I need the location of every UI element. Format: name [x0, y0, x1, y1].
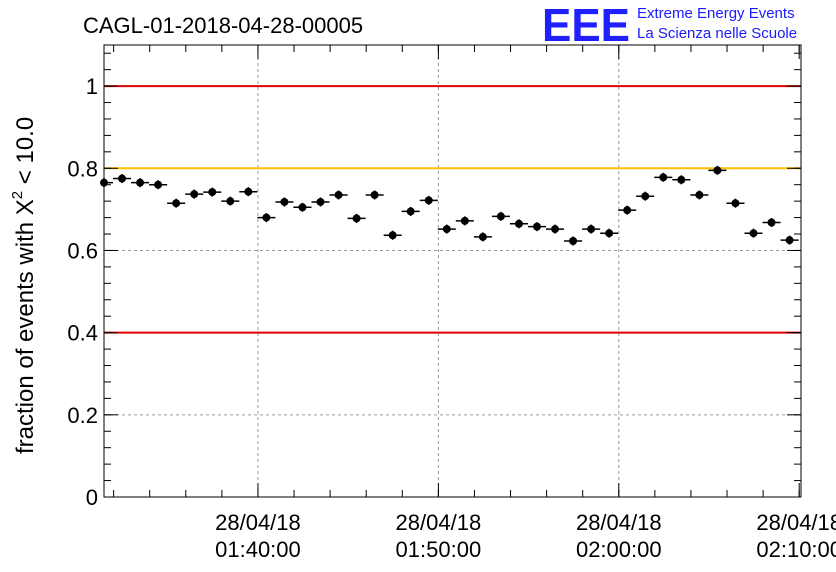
x-tick-time-label: 02:00:00 [576, 537, 662, 562]
logo-line-1: Extreme Energy Events [637, 5, 795, 22]
y-tick-label: 0.4 [67, 321, 98, 346]
axis-ticks [104, 45, 801, 498]
data-point [406, 207, 415, 216]
data-point [370, 190, 379, 199]
data-point [623, 206, 632, 215]
y-tick-label: 0.2 [67, 403, 98, 428]
data-point [460, 216, 469, 225]
y-axis-label-sup: 2 [9, 191, 26, 199]
data-point [587, 225, 596, 234]
data-series [100, 165, 799, 246]
data-point [532, 222, 541, 231]
logo-line-2: La Scienza nelle Scuole [637, 25, 797, 42]
x-tick-date-label: 28/04/18 [756, 510, 836, 535]
x-tick-time-label: 01:50:00 [396, 537, 482, 562]
data-point [280, 197, 289, 206]
data-point [496, 212, 505, 221]
data-point [352, 214, 361, 223]
x-tick-time-label: 01:40:00 [215, 537, 301, 562]
data-point [713, 166, 722, 175]
data-point [731, 199, 740, 208]
data-point [695, 190, 704, 199]
x-tick-date-label: 28/04/18 [396, 510, 482, 535]
plot-frame [103, 44, 802, 498]
y-axis-label-main: fraction of events with [12, 215, 39, 454]
y-tick-label: 0.8 [67, 156, 98, 181]
data-point [677, 175, 686, 184]
data-point [172, 199, 181, 208]
y-axis-label: fraction of events with X2 < 10.0 [9, 117, 39, 454]
chart-title: CAGL-01-2018-04-28-00005 [83, 13, 363, 38]
data-point [316, 197, 325, 206]
data-point [334, 190, 343, 199]
data-point [388, 231, 397, 240]
tick-labels: 00.20.40.60.8128/04/1801:40:0028/04/1801… [67, 74, 836, 562]
data-point [244, 187, 253, 196]
y-tick-label: 1 [86, 74, 98, 99]
y-tick-label: 0 [86, 485, 98, 510]
data-point [136, 178, 145, 187]
x-tick-time-label: 02:10:00 [756, 537, 836, 562]
data-point [514, 219, 523, 228]
data-point [154, 180, 163, 189]
data-point [424, 196, 433, 205]
data-point [226, 197, 235, 206]
data-point [659, 173, 668, 182]
eee-logo-letters: EEE [542, 0, 630, 51]
data-point [208, 188, 217, 197]
data-point [785, 236, 794, 245]
data-point [551, 225, 560, 234]
x-tick-date-label: 28/04/18 [576, 510, 662, 535]
y-axis-label-chi: X [12, 199, 39, 215]
data-point [298, 203, 307, 212]
x-tick-date-label: 28/04/18 [215, 510, 301, 535]
data-point [478, 232, 487, 241]
y-tick-label: 0.6 [67, 238, 98, 263]
data-point [442, 225, 451, 234]
reference-lines [104, 85, 801, 334]
data-point [749, 229, 758, 238]
data-point [118, 174, 127, 183]
data-point [262, 213, 271, 222]
data-point [641, 192, 650, 201]
data-point [569, 237, 578, 246]
y-axis-label-tail: < 10.0 [12, 117, 39, 191]
data-point [767, 218, 776, 227]
data-point [605, 229, 614, 238]
data-point [190, 190, 199, 199]
